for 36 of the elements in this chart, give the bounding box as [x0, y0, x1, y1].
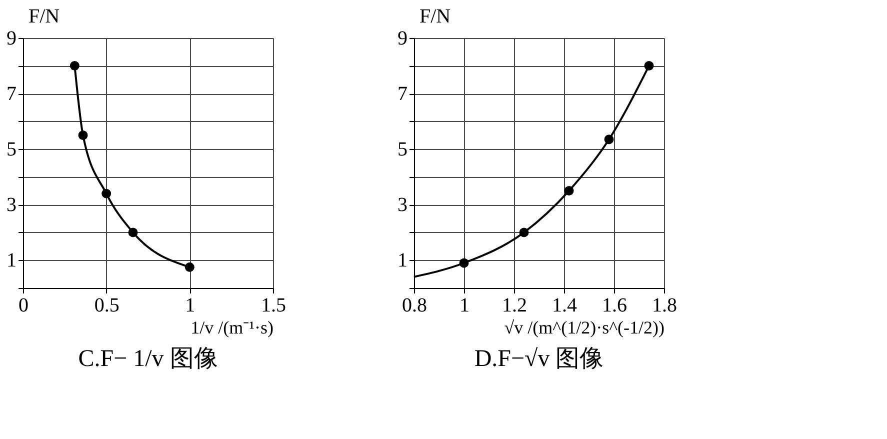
x-tick-label: 1.6	[602, 294, 627, 316]
y-tick-label: 5	[398, 138, 408, 161]
point	[564, 186, 574, 196]
y-tick-label: 7	[398, 83, 408, 106]
x-tick-label: 0	[18, 294, 28, 316]
point	[184, 262, 194, 272]
y-tick-label: 1	[398, 250, 408, 272]
y-tick-label: 9	[6, 28, 16, 50]
point	[604, 134, 614, 144]
y-tick-label: 1	[6, 250, 16, 272]
point	[519, 228, 529, 238]
x-tick-label: 1	[185, 294, 196, 316]
point	[78, 130, 88, 140]
y-tick-label: 5	[6, 138, 16, 161]
y-tick-label: 9	[398, 28, 408, 50]
point	[102, 188, 112, 198]
x-tick-label: 1.8	[652, 294, 677, 316]
y-axis-title: F/N	[28, 6, 60, 28]
x-axis-title: √v /(m^(1/2)·s^(-1/2))	[504, 318, 665, 338]
point	[70, 61, 80, 71]
text: D.F−√v 图像	[474, 346, 604, 372]
x-tick-label: 1.2	[502, 294, 527, 316]
point	[459, 258, 469, 268]
x-tick-label: 1	[460, 294, 470, 316]
y-axis-title: F/N	[420, 6, 451, 28]
x-tick-label: 0.8	[402, 294, 427, 316]
y-tick-label: 3	[398, 194, 408, 216]
x-tick-label: 1.5	[261, 294, 286, 316]
point	[644, 61, 654, 71]
y-tick-label: 7	[6, 83, 16, 106]
y-tick-label: 3	[6, 194, 16, 216]
x-tick-label: 1.4	[552, 294, 577, 316]
text: C.F− 1/v 图像	[78, 346, 218, 372]
x-tick-label: 0.5	[94, 294, 120, 316]
x-axis-title: 1/v /(m⁻¹·s)	[190, 318, 274, 338]
point	[128, 228, 138, 238]
